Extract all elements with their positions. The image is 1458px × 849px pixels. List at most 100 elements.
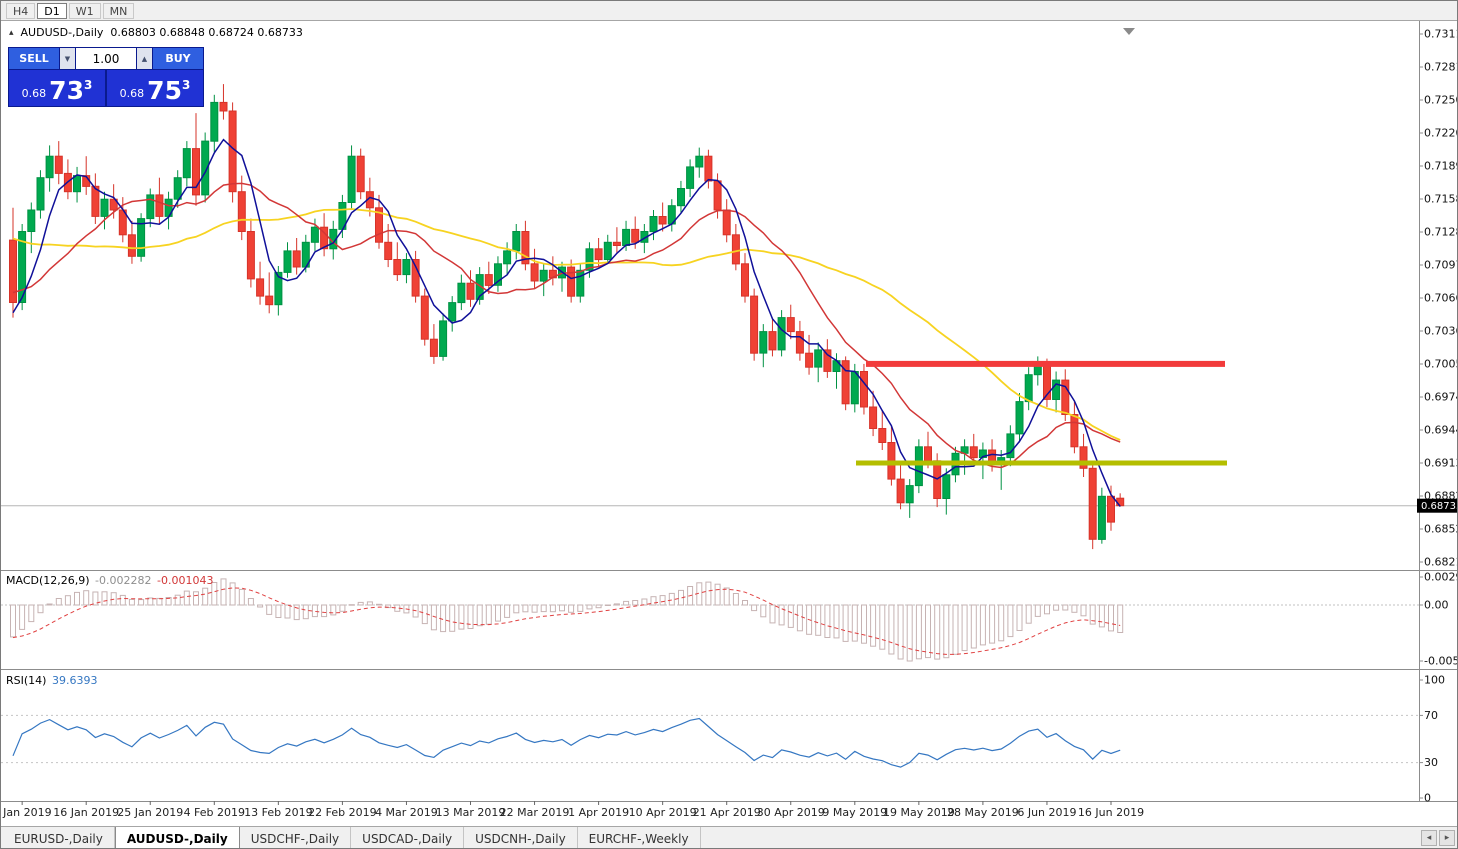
chart-shift-marker-icon[interactable] — [1123, 28, 1135, 35]
chart-tab-usdcad-daily[interactable]: USDCAD-,Daily — [351, 827, 465, 848]
candle-body — [45, 155, 54, 179]
buy-button[interactable]: BUY — [153, 48, 203, 69]
macd-histogram-bar — [1007, 604, 1014, 638]
candle-body — [1079, 446, 1088, 469]
timeframe-button-d1[interactable]: D1 — [37, 2, 67, 19]
candle-body — [439, 320, 448, 357]
candle-body — [393, 259, 402, 276]
candle-body — [265, 295, 274, 306]
chart-tab-eurchf-weekly[interactable]: EURCHF-,Weekly — [578, 827, 701, 848]
candle-body — [869, 406, 878, 429]
macd-histogram-bar — [321, 604, 328, 618]
date-label: 28 May 2019 — [947, 806, 1019, 819]
macd-histogram-bar — [979, 604, 986, 646]
macd-histogram-bar — [1062, 604, 1069, 611]
macd-histogram-bar — [119, 594, 126, 606]
macd-histogram-bar — [74, 591, 80, 606]
timeframe-button-w1[interactable]: W1 — [68, 2, 101, 19]
candle-body — [1116, 497, 1125, 507]
candle-body — [814, 349, 823, 368]
scale-label: 0.68210 — [1424, 556, 1457, 569]
macd-histogram-bar — [193, 591, 199, 606]
date-label: 13 Feb 2019 — [244, 806, 312, 819]
tab-scroll-left-icon[interactable]: ◂ — [1421, 830, 1437, 846]
macd-histogram-bar — [888, 604, 895, 655]
date-label: 6 Jun 2019 — [1017, 806, 1076, 819]
scale-label: 0.002984 — [1424, 571, 1457, 584]
chart-canvas[interactable]: 0.73115 0.72810 0.72505 0.72200 0.71890 0.715… — [1, 21, 1457, 826]
macd-name: MACD(12,26,9) — [6, 574, 90, 587]
macd-histogram-bar — [751, 604, 758, 612]
chart-tab-usdcnh-daily[interactable]: USDCNH-,Daily — [464, 827, 578, 848]
date-label: 9 May 2019 — [822, 806, 887, 819]
candle-body — [192, 148, 200, 196]
tab-scroll-right-icon[interactable]: ▸ — [1439, 830, 1455, 846]
candle-body — [777, 317, 786, 351]
date-label: 30 Apr 2019 — [757, 806, 825, 819]
macd-histogram-bar — [723, 587, 730, 606]
volume-input[interactable]: 1.00 — [76, 48, 136, 69]
candle-body — [686, 166, 695, 189]
candle-body — [677, 188, 685, 207]
candle-body — [274, 271, 283, 306]
volume-decrease-button[interactable]: ▼ — [60, 48, 75, 69]
candle-body — [942, 474, 951, 499]
macd-histogram-bar — [28, 604, 35, 623]
ask-price-display[interactable]: 0.68 75 3 — [107, 70, 203, 106]
macd-histogram-bar — [577, 604, 584, 612]
scale-label: 0.72505 — [1424, 94, 1457, 107]
volume-increase-button[interactable]: ▲ — [137, 48, 152, 69]
macd-histogram-bar — [659, 595, 666, 606]
scale-label: -0.005256 — [1424, 655, 1457, 668]
rsi-name: RSI(14) — [6, 674, 47, 687]
timeframe-button-mn[interactable]: MN — [102, 2, 135, 19]
macd-histogram-bar — [10, 604, 16, 638]
macd-histogram-bar — [83, 590, 90, 606]
candle-body — [768, 331, 777, 351]
scale-label: 0.73115 — [1424, 28, 1457, 41]
chart-tab-usdchf-daily[interactable]: USDCHF-,Daily — [240, 827, 352, 848]
macd-histogram-bar — [1098, 604, 1105, 628]
scale-label: 0.70050 — [1424, 358, 1457, 371]
scale-label: 100 — [1424, 674, 1445, 687]
scale-label: 0 — [1424, 792, 1431, 805]
candlestick-layer — [9, 84, 1125, 550]
macd-histogram-bar — [714, 583, 721, 606]
chart-tab-eurusd-daily[interactable]: EURUSD-,Daily — [3, 827, 115, 848]
chart-tab-audusd-daily[interactable]: AUDUSD-,Daily — [114, 827, 240, 848]
candle-body — [146, 194, 155, 220]
support-line[interactable] — [856, 460, 1227, 466]
macd-histogram-bar — [1089, 604, 1096, 625]
timeframe-button-h4[interactable]: H4 — [6, 2, 36, 19]
macd-histogram-bar — [531, 604, 538, 613]
macd-histogram-bar — [559, 604, 565, 612]
macd-histogram-bar — [275, 604, 282, 618]
macd-histogram-bar — [1025, 604, 1032, 624]
bid-price-display[interactable]: 0.68 73 3 — [9, 70, 105, 106]
macd-histogram-bar — [1071, 604, 1078, 613]
date-label: 4 Mar 2019 — [375, 806, 438, 819]
sell-button[interactable]: SELL — [9, 48, 59, 69]
macd-histogram-bar — [202, 587, 209, 606]
candle-body — [173, 177, 182, 200]
macd-histogram-bar — [348, 604, 355, 606]
macd-histogram-bar — [220, 578, 227, 606]
candle-body — [155, 194, 164, 217]
candle-body — [631, 228, 640, 243]
macd-histogram-bar — [449, 604, 456, 632]
panel-collapse-icon[interactable]: ▴ — [9, 27, 14, 38]
macd-histogram-bar — [549, 604, 556, 613]
macd-histogram-bar — [915, 604, 922, 660]
resistance-line[interactable] — [866, 360, 1225, 367]
candle-body — [823, 349, 832, 372]
candle-body — [603, 241, 612, 261]
candle-body — [429, 338, 438, 357]
macd-histogram-bar — [147, 597, 154, 606]
macd-histogram-bar — [19, 604, 26, 630]
macd-histogram-bar — [55, 598, 62, 606]
candle-body — [741, 263, 749, 297]
candle-body — [860, 371, 868, 408]
date-label: 22 Feb 2019 — [308, 806, 376, 819]
macd-histogram-bar — [934, 604, 941, 660]
